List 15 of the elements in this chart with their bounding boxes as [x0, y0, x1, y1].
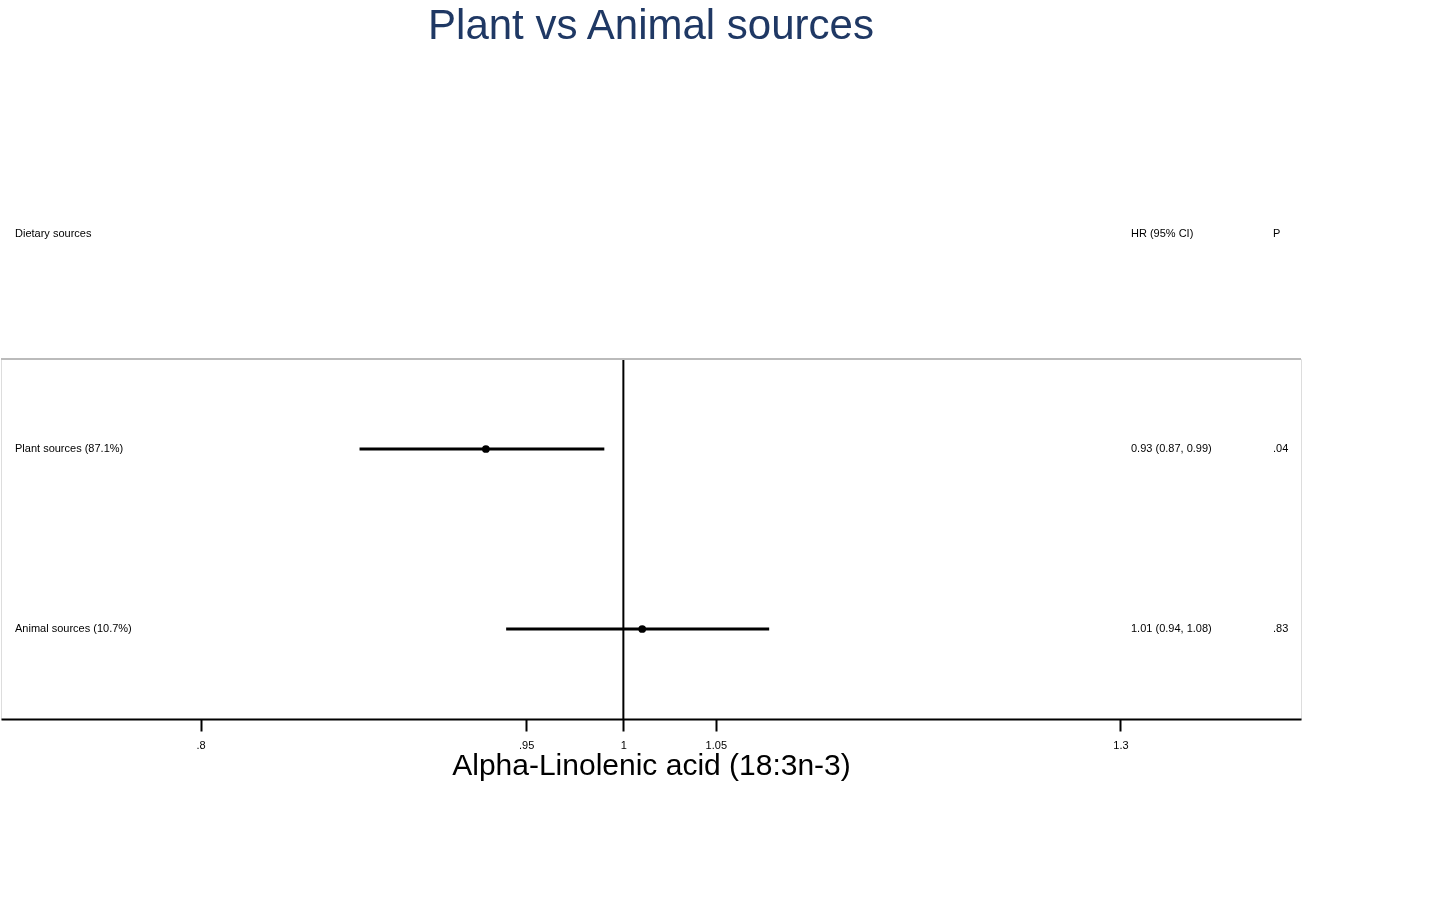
- text: P: [1273, 227, 1281, 239]
- text: Dietary sources: [15, 227, 92, 239]
- y-tick-label: Animal sources (10.7%): [15, 622, 132, 634]
- x-tick-label: .95: [519, 738, 535, 751]
- annotation: 1.01 (0.94, 1.08): [1131, 622, 1212, 634]
- x-tick-label: 1.3: [1113, 738, 1129, 751]
- text: HR (95% CI): [1131, 227, 1194, 239]
- x-tick-label: 1.05: [705, 738, 728, 751]
- y-tick-label: Plant sources (87.1%): [15, 442, 124, 454]
- x-tick-label: 1: [620, 738, 627, 751]
- annotation: .83: [1273, 622, 1289, 634]
- chart-title: Plant vs Animal sources: [428, 1, 874, 48]
- x-tick-label: .8: [196, 738, 206, 751]
- annotation: .04: [1273, 442, 1289, 454]
- annotation: 0.93 (0.87, 0.99): [1131, 442, 1212, 454]
